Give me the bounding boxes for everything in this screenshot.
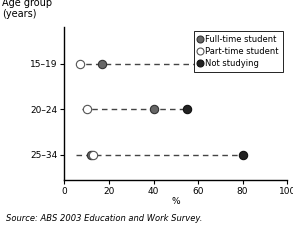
Legend: Full-time student, Part-time student, Not studying: Full-time student, Part-time student, No… xyxy=(194,31,283,72)
Text: Source: ABS 2003 Education and Work Survey.: Source: ABS 2003 Education and Work Surv… xyxy=(6,214,202,223)
X-axis label: %: % xyxy=(171,197,180,206)
Text: Age group
(years): Age group (years) xyxy=(2,0,52,19)
